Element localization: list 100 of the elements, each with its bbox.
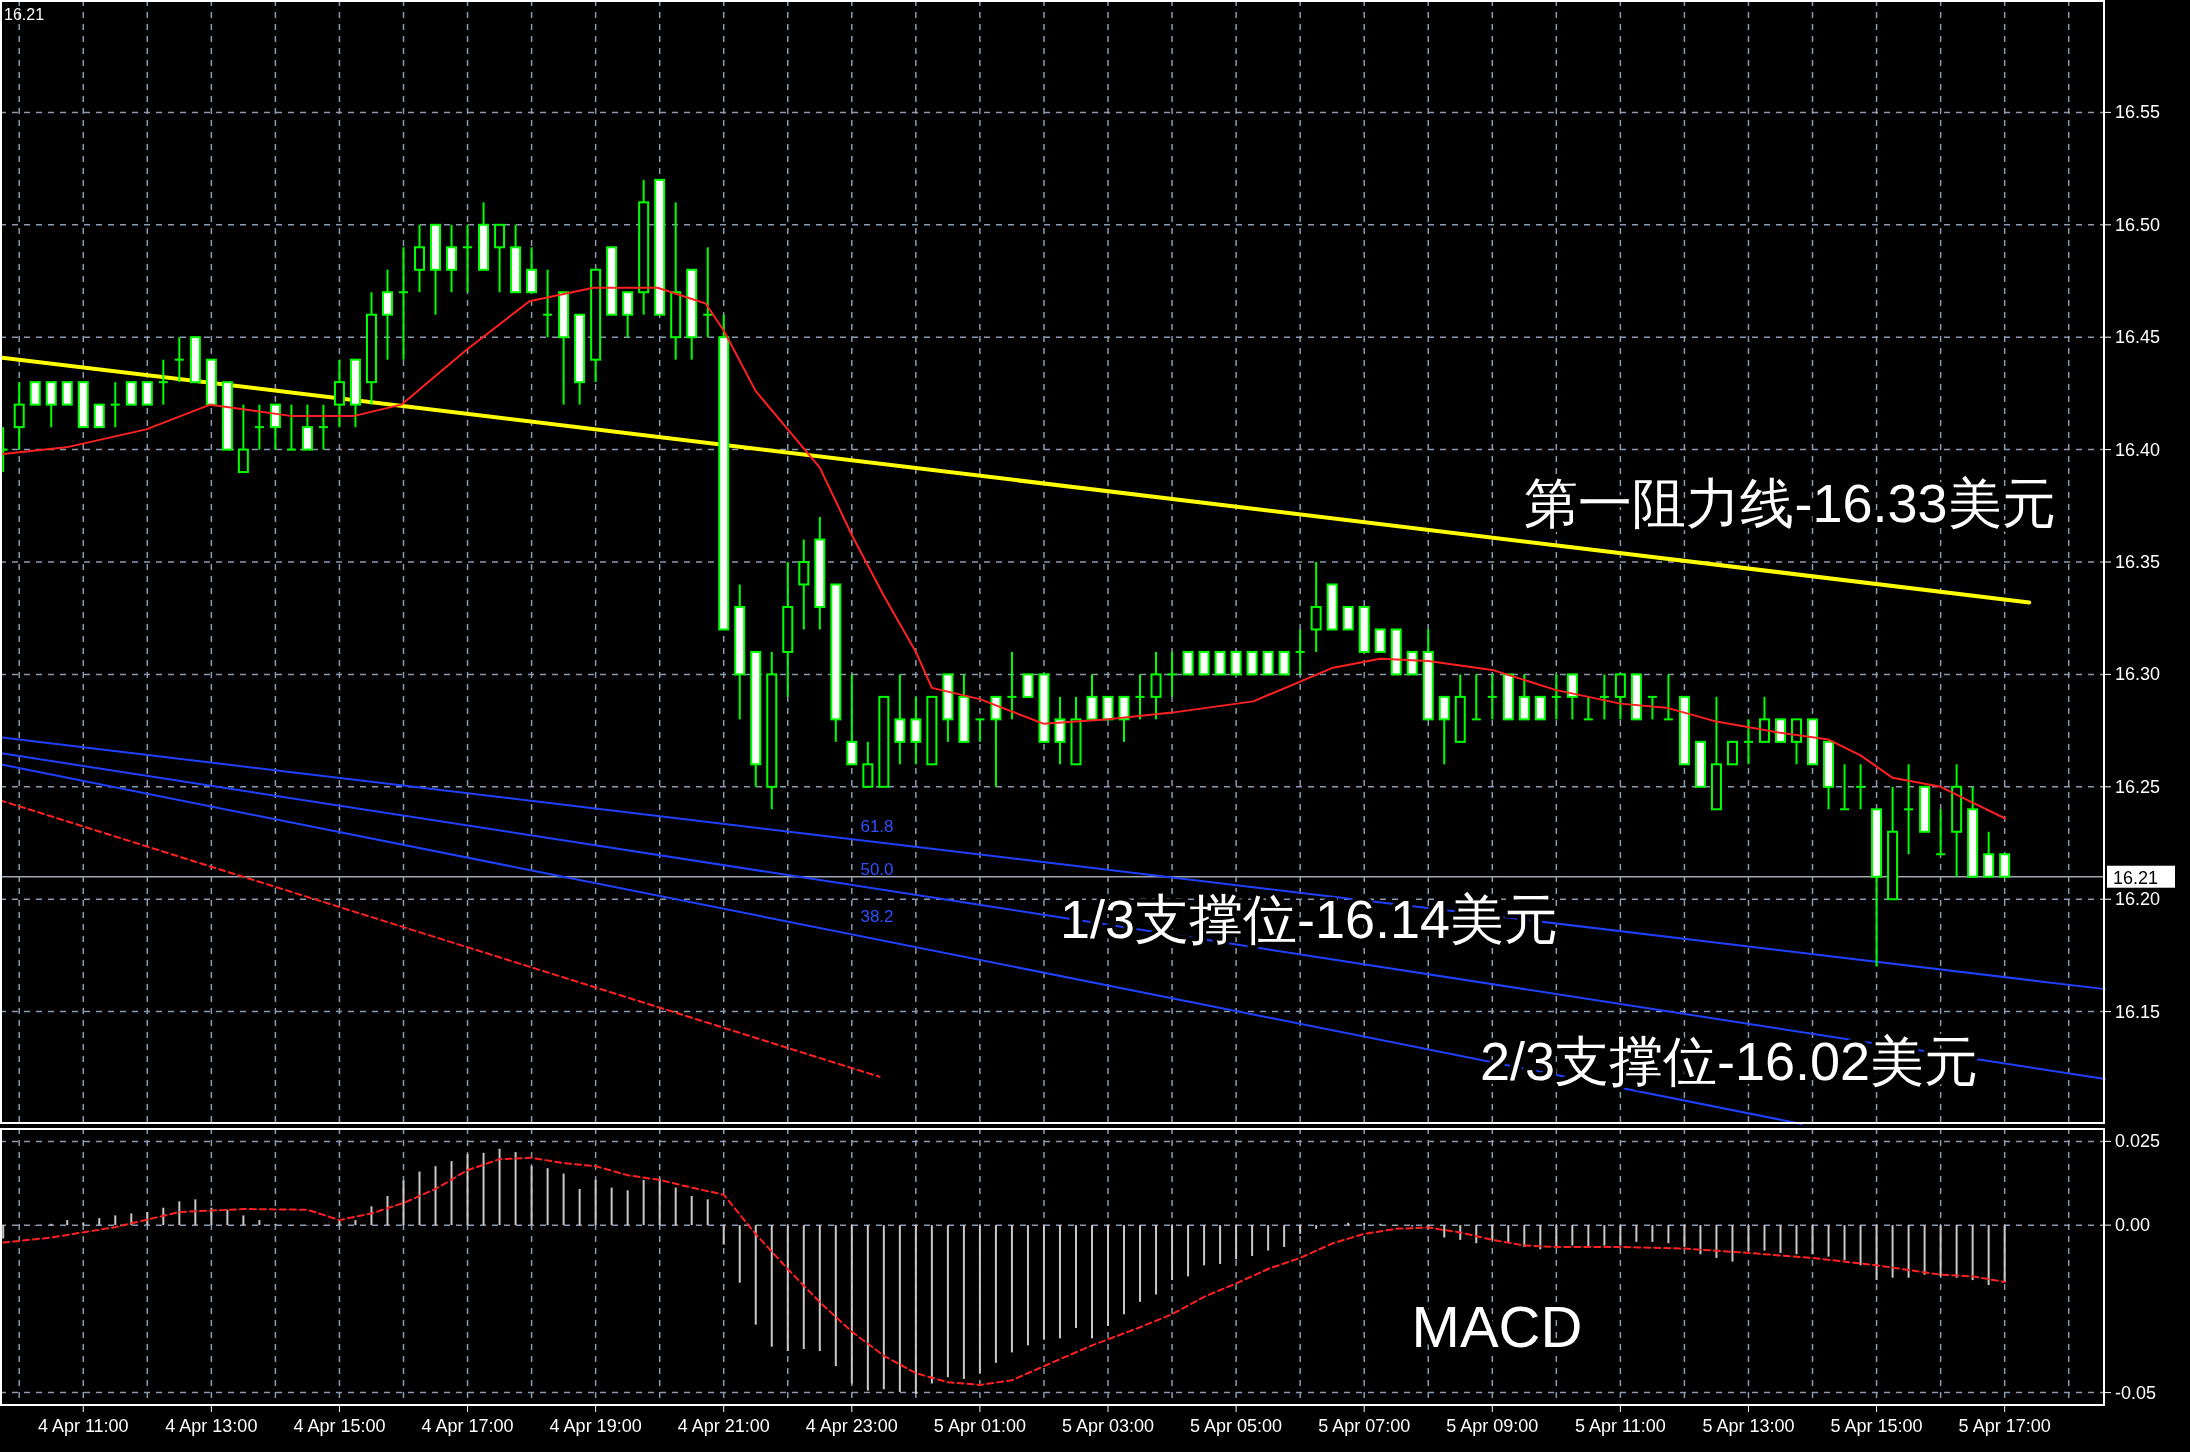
bar [1523,1225,1526,1247]
x-tick-label: 5 Apr 15:00 [1830,1416,1923,1436]
candlestick [1903,763,1915,856]
candlestick [1214,650,1226,676]
bar [1939,1225,1942,1277]
candlestick [1935,808,1947,856]
bar [946,1225,949,1378]
bar [418,1171,421,1226]
candlestick [990,695,1002,788]
bar [258,1220,261,1226]
bar [450,1161,453,1226]
y-tick-label: 16.35 [2115,552,2161,572]
ref-line-label: 16.21 [2113,867,2159,888]
candlestick [1086,673,1098,721]
candlestick [526,246,538,294]
candlestick [1758,695,1770,743]
bar [738,1225,741,1283]
bar [2003,1225,2006,1283]
candlestick [1166,650,1178,698]
bar [2,1225,5,1239]
bar [1603,1225,1606,1246]
candlestick [237,403,249,474]
annotation: 第一阻力线-16.33美元 [1524,473,2056,533]
candlestick [462,223,474,294]
bar [1779,1225,1782,1253]
candlestick [1198,650,1210,676]
candlestick [702,246,714,339]
bar [1155,1225,1158,1295]
candlestick [1726,740,1738,766]
bar [1699,1225,1702,1255]
bar [1507,1225,1510,1244]
x-tick-label: 5 Apr 11:00 [1575,1416,1666,1436]
candlestick [141,381,153,406]
bar [594,1179,597,1226]
candlestick [93,403,105,429]
y-tick-label: 16.25 [2115,776,2161,797]
bar [1731,1225,1734,1262]
bar [1843,1225,1846,1261]
bar [1058,1225,1061,1339]
candlestick [61,381,73,406]
bar [1875,1225,1878,1281]
bar [786,1225,789,1352]
candlestick [1486,673,1498,721]
x-tick-label: 5 Apr 13:00 [1702,1416,1795,1436]
candlestick [1534,695,1546,721]
bar [1955,1225,1958,1278]
candlestick [862,740,874,788]
candlestick [1246,650,1258,676]
candlestick [1598,673,1610,721]
candlestick [157,358,169,406]
bar [1891,1225,1894,1278]
bar [1123,1225,1126,1315]
candlestick [1182,650,1194,676]
bar [1971,1225,1974,1281]
bar [1619,1225,1622,1246]
bar [930,1225,933,1384]
candlestick [301,403,313,451]
bar [802,1225,805,1350]
candlestick [1374,628,1386,653]
bar [1683,1225,1686,1247]
candlestick [1310,561,1322,653]
candlestick [381,268,393,361]
bar [1555,1225,1558,1247]
bar [914,1225,917,1394]
bar [658,1178,661,1226]
y-tick-label: 16.15 [2115,1001,2161,1022]
candlestick [1566,673,1578,721]
bar [98,1218,101,1226]
bar [1026,1225,1029,1346]
y-tick-label: 16.40 [2115,439,2161,460]
bar [818,1225,821,1352]
bar [1235,1225,1238,1260]
annotation: MACD [1411,1294,1583,1359]
annotation: 16.21 [4,6,45,23]
y-tick-label: -0.05 [2115,1382,2157,1403]
candlestick [910,695,922,766]
bar [546,1168,549,1226]
bar [434,1166,437,1226]
x-tick-label: 4 Apr 11:00 [37,1416,129,1436]
candlestick [397,246,409,361]
candlestick [1022,673,1034,698]
bar [482,1152,485,1226]
y-tick-label: 0.025 [2115,1131,2161,1152]
candlestick [1550,673,1562,721]
candlestick [1150,650,1162,721]
candlestick [974,718,986,743]
bar [1219,1225,1222,1264]
bar [1443,1225,1446,1238]
bar [562,1173,565,1226]
candlestick [1614,673,1626,721]
bar [1139,1225,1142,1302]
candlestick [1342,605,1354,631]
bar [1251,1225,1254,1256]
bar [962,1225,965,1379]
candlestick [173,336,185,384]
x-tick-label: 4 Apr 23:00 [805,1416,898,1436]
candlestick [1983,830,1995,878]
bar [898,1225,901,1392]
bar [402,1180,405,1226]
bar [1827,1225,1830,1257]
